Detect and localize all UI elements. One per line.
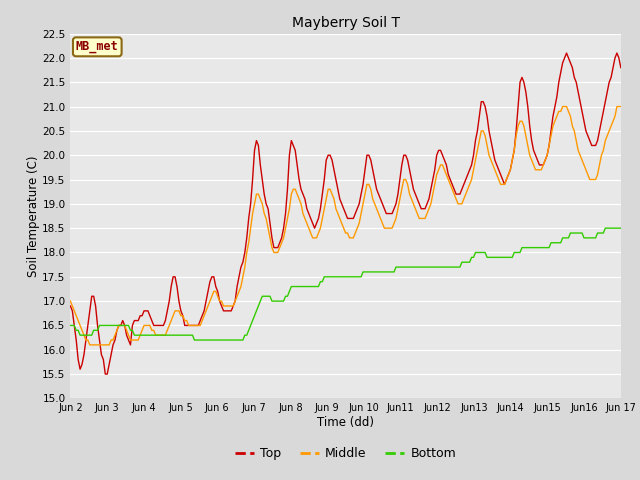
Y-axis label: Soil Temperature (C): Soil Temperature (C) bbox=[26, 155, 40, 277]
Text: MB_met: MB_met bbox=[76, 40, 118, 53]
X-axis label: Time (dd): Time (dd) bbox=[317, 416, 374, 429]
Title: Mayberry Soil T: Mayberry Soil T bbox=[292, 16, 399, 30]
Legend: Top, Middle, Bottom: Top, Middle, Bottom bbox=[230, 442, 461, 465]
